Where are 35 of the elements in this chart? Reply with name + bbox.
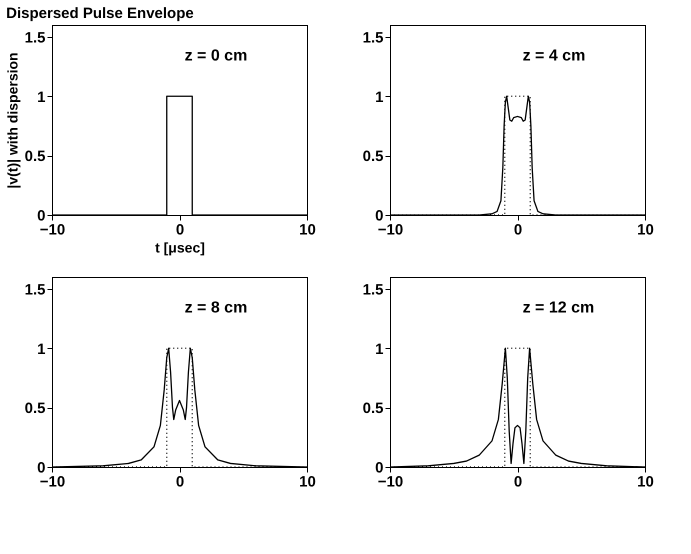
y-tick-label: 1.5 <box>24 281 46 298</box>
x-tick-label: −10 <box>40 222 66 238</box>
x-tick-label: 10 <box>299 474 316 490</box>
annotation: z = 8 cm <box>184 299 248 316</box>
annotation: z = 12 cm <box>522 299 594 316</box>
y-tick-label: 0 <box>375 208 384 224</box>
y-tick-label: 1 <box>375 88 384 106</box>
annotation: z = 4 cm <box>522 47 586 64</box>
x-tick-label: 10 <box>637 474 654 490</box>
y-tick-label: 0.5 <box>362 400 384 418</box>
y-tick-label: 1.5 <box>362 281 384 298</box>
x-tick-label: 0 <box>176 474 184 490</box>
y-tick-label: 1.5 <box>24 29 46 46</box>
y-tick-label: 1 <box>37 88 46 106</box>
x-tick-label: 10 <box>299 222 316 238</box>
y-tick-label: 1.5 <box>362 29 384 46</box>
y-tick-label: 0.5 <box>362 148 384 166</box>
y-tick-label: 0 <box>37 460 46 476</box>
chart-title: Dispersed Pulse Envelope <box>6 5 194 22</box>
y-tick-label: 1 <box>37 340 46 358</box>
y-tick-label: 1 <box>375 340 384 358</box>
x-tick-label: 0 <box>176 222 184 238</box>
x-axis-title: t [μsec] <box>155 240 205 256</box>
annotation: z = 0 cm <box>184 47 248 64</box>
y-tick-label: 0 <box>37 208 46 224</box>
x-tick-label: −10 <box>40 474 66 490</box>
y-tick-label: 0.5 <box>24 148 46 166</box>
x-tick-label: 10 <box>637 222 654 238</box>
y-tick-label: 0.5 <box>24 400 46 418</box>
y-tick-label: 0 <box>375 460 384 476</box>
y-axis-title: |v(t)| with dispersion <box>4 52 22 189</box>
x-tick-label: 0 <box>514 474 522 490</box>
x-tick-label: −10 <box>378 222 404 238</box>
x-tick-label: 0 <box>514 222 522 238</box>
x-tick-label: −10 <box>378 474 404 490</box>
